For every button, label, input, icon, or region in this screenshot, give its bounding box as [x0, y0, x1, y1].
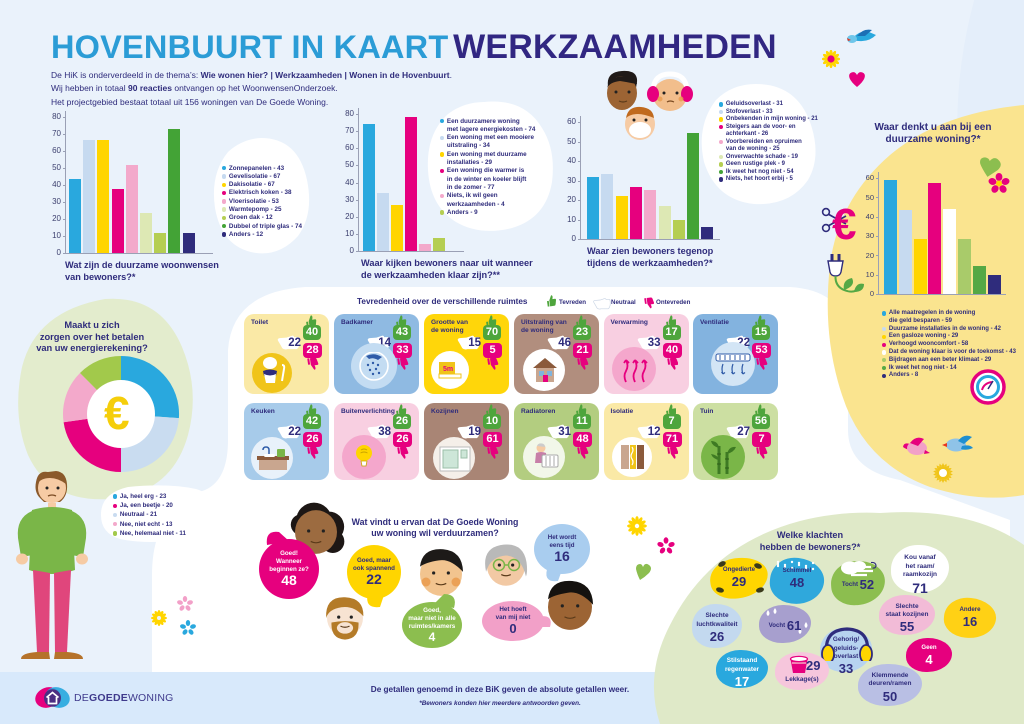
- svg-text:5m: 5m: [443, 366, 453, 373]
